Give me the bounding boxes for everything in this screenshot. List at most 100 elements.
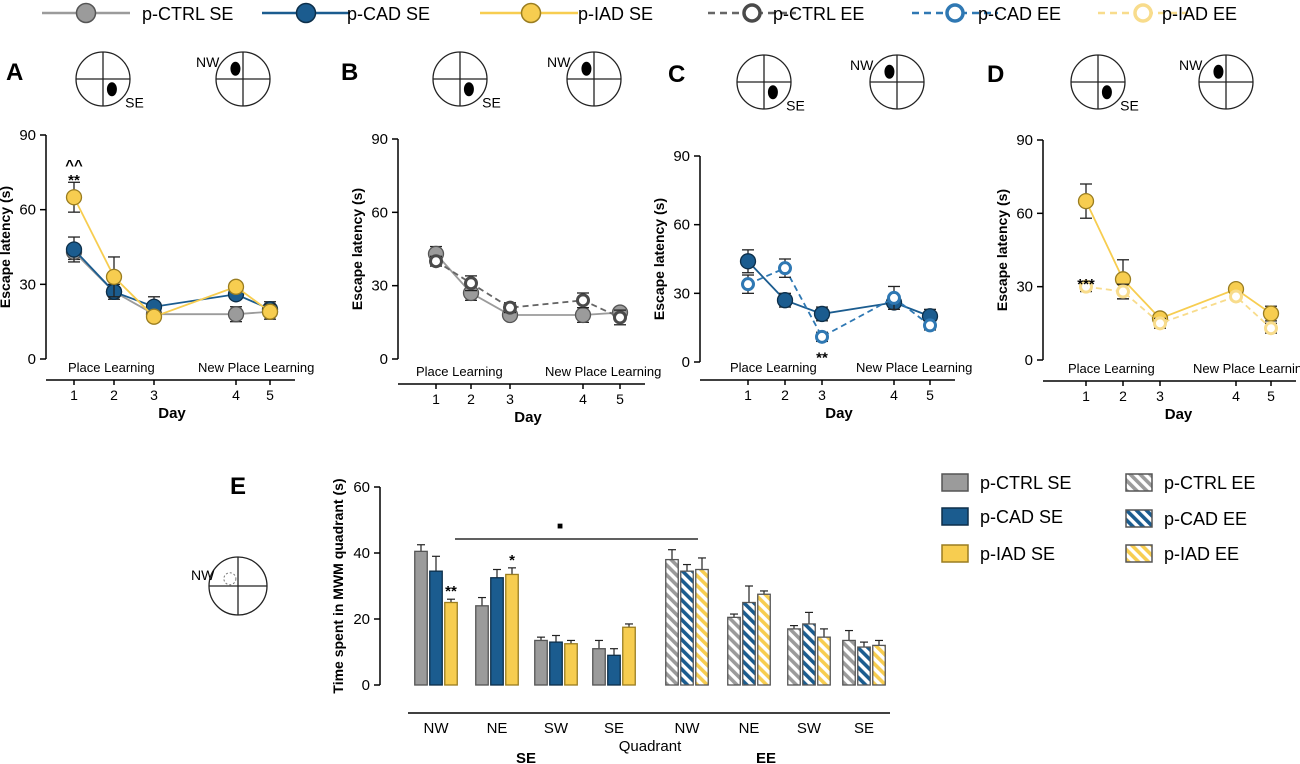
significance-marker: ** [816,349,828,366]
y-tick-label: 0 [380,351,388,368]
data-point [739,253,757,270]
bars-ctrl-ee [665,549,856,686]
x-tick-label: SW [797,720,822,737]
significance-marker: ■ [557,521,563,532]
panel-e: E NW 0 20 40 60 Time spent in MWM quadrant (s)… [191,473,1255,764]
data-point [503,300,517,315]
x-tick-label: NW [424,720,450,737]
platform-marker [230,61,241,76]
legend-swatch [1125,509,1153,528]
pool-icon-se: SE [1070,54,1139,113]
x-tick-label: SW [544,720,569,737]
series-line [747,267,931,339]
y-tick-label: 0 [28,351,36,368]
panel-letter: A [6,59,23,86]
y-tick-label: 30 [371,278,388,295]
bar [607,654,621,686]
data-point [1262,305,1280,322]
y-tick-label: 30 [673,285,690,302]
bar [592,648,606,686]
y-tick-label: 60 [673,217,690,234]
bar [414,550,428,686]
data-point [261,303,279,320]
data-point [1153,316,1167,331]
data-point [1116,284,1130,299]
y-tick-label: 30 [19,276,36,293]
bar [665,558,679,686]
y-tick-label: 90 [1016,132,1033,149]
bars-cad-se [429,555,621,686]
data-point [741,277,755,292]
pool-icon-nw: NW [196,51,271,107]
x-tick-label: 3 [150,387,158,403]
x-tick-label: 5 [926,387,934,403]
pool-label-nw: NW [191,567,215,583]
platform-marker [223,572,237,586]
series-line [1085,285,1272,329]
x-axis-label: Day [514,409,542,426]
legend-item-iad-ee: p-IAD EE [1098,3,1237,24]
bars-iad-ee [695,557,886,686]
y-axis-label: Escape latency (s) [349,188,365,310]
legend-label: p-CAD SE [980,507,1063,527]
pool-label-se: SE [1120,97,1139,113]
significance-marker: ** [68,172,80,189]
data-point [576,293,590,308]
x-axis-label: Quadrant [619,738,682,755]
significance-marker: *** [1077,276,1095,293]
pool-label-se: SE [125,94,144,110]
x-tick-label: 2 [781,387,789,403]
legend-swatch [1125,544,1153,563]
series-cad-se [65,236,279,318]
y-tick-label: 60 [19,202,36,219]
platform-marker [1101,85,1112,100]
legend-label: p-IAD EE [1164,544,1239,564]
data-point [574,306,592,324]
x-tick-label: 2 [467,391,475,407]
data-point [1264,321,1278,336]
series-iad-se [65,181,279,325]
series-cad-se [739,249,939,325]
y-tick-label: 30 [1016,279,1033,296]
pool-label-nw: NW [196,54,220,70]
panel-letter: D [987,61,1004,88]
pool-icon-se: SE [432,51,501,110]
legend-swatch [1125,473,1153,492]
bar [444,601,458,686]
legend-item-ctrl-ee: p-CTRL EE [708,3,864,24]
x-tick-label: 3 [1156,388,1164,404]
y-tick-label: 60 [371,204,388,221]
pool-icon-se: SE [75,51,144,110]
legend-swatch [941,473,969,492]
bar [802,623,816,686]
y-axis-label: Escape latency (s) [651,198,667,320]
legend-label-ctrl-ee: p-CTRL EE [773,4,864,24]
platform-marker [1213,64,1224,79]
x-tick-label: 2 [110,387,118,403]
bar [475,605,489,686]
legend-item-ctrl-se: p-CTRL SE [42,2,233,24]
x-tick-label: 4 [579,391,587,407]
legend-item-cad-se: p-CAD SE [262,2,430,24]
pool-label-nw: NW [547,54,571,70]
x-tick-label: NE [739,720,760,737]
legend-label: p-CTRL EE [1164,473,1255,493]
bar-legend-item-ctrl-ee: p-CTRL EE [1125,473,1255,493]
bar [680,570,694,686]
platform-marker [463,82,474,97]
data-point [65,241,83,258]
series-ctrl-se [427,245,629,324]
x-tick-label: NW [675,720,701,737]
x-tick-label: 1 [432,391,440,407]
data-point [1079,279,1093,294]
pool-label-nw: NW [850,57,874,73]
top-legend: p-CTRL SE p-CAD SE p-IAD SE p-CTRL EE p-… [42,2,1237,24]
y-tick-label: 40 [353,545,370,562]
y-tick-label: 0 [682,354,690,371]
x-tick-label: 4 [1232,388,1240,404]
x-tick-label: 4 [890,387,898,403]
bar [817,636,831,686]
legend-item-iad-se: p-IAD SE [480,2,653,24]
y-tick-label: 90 [371,131,388,148]
